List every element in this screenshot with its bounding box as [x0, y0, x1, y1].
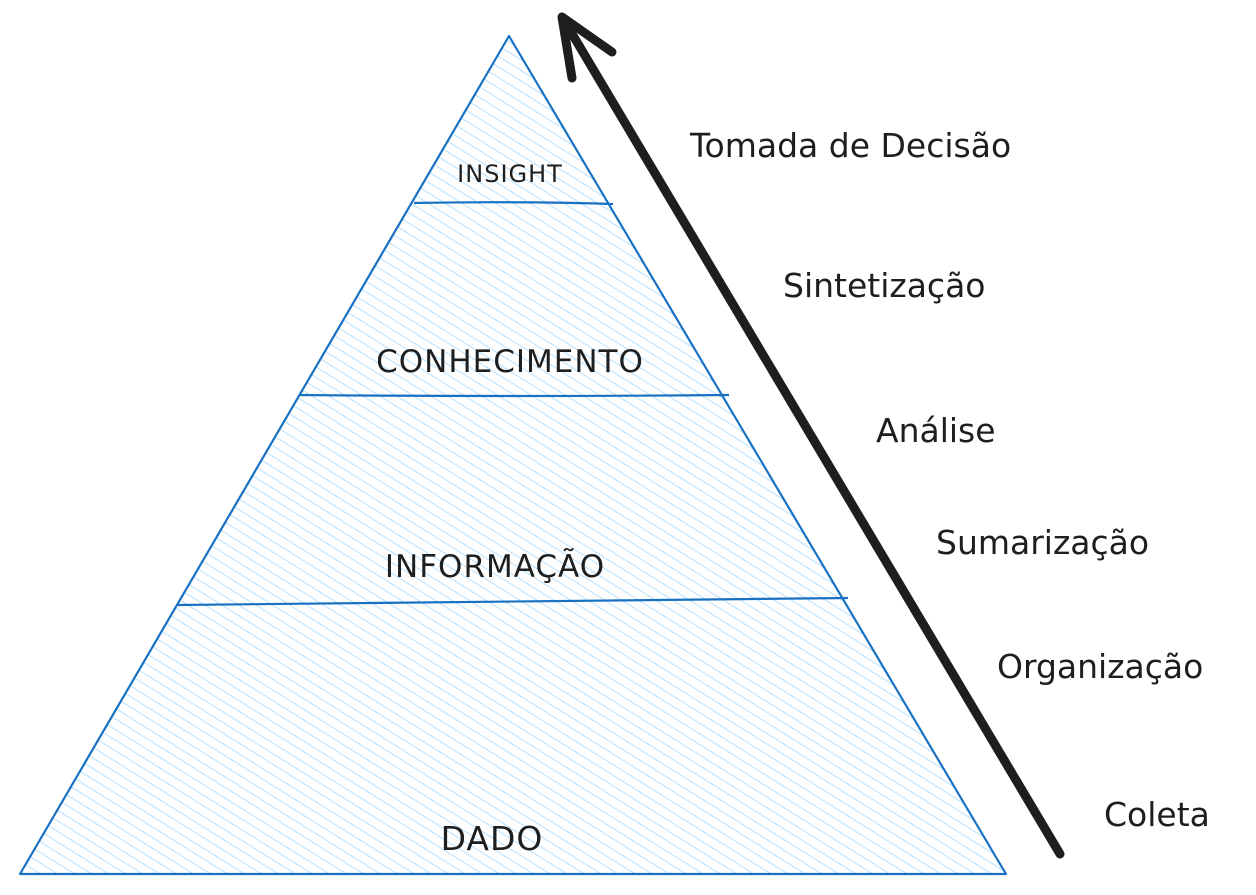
divider-conhecimento-informacao — [298, 393, 730, 398]
step-label-organizacao: Organização — [997, 647, 1203, 686]
process-arrow — [557, 12, 1065, 859]
level-label-conhecimento: CONHECIMENTO — [376, 344, 644, 380]
level-label-informacao: INFORMAÇÃO — [385, 549, 605, 585]
divider-insight-conhecimento — [413, 201, 614, 206]
level-label-insight: INSIGHT — [457, 160, 563, 188]
step-label-tomada-de-decisao: Tomada de Decisão — [689, 126, 1011, 165]
divider-informacao-dado — [177, 596, 849, 607]
pyramid: INSIGHT CONHECIMENTO INFORMAÇÃO DADO — [18, 34, 1008, 876]
pyramid-outline — [18, 34, 1008, 876]
level-label-dado: DADO — [441, 819, 544, 858]
step-label-sumarizacao: Sumarização — [936, 523, 1149, 562]
step-label-coleta: Coleta — [1104, 795, 1210, 834]
step-label-sintetizacao: Sintetização — [783, 266, 985, 305]
pyramid-fill — [20, 36, 1006, 874]
step-label-analise: Análise — [876, 411, 996, 450]
arrow-head — [557, 12, 617, 83]
process-steps: Tomada de Decisão Sintetização Análise S… — [689, 126, 1210, 834]
arrow-shaft — [560, 17, 1065, 859]
